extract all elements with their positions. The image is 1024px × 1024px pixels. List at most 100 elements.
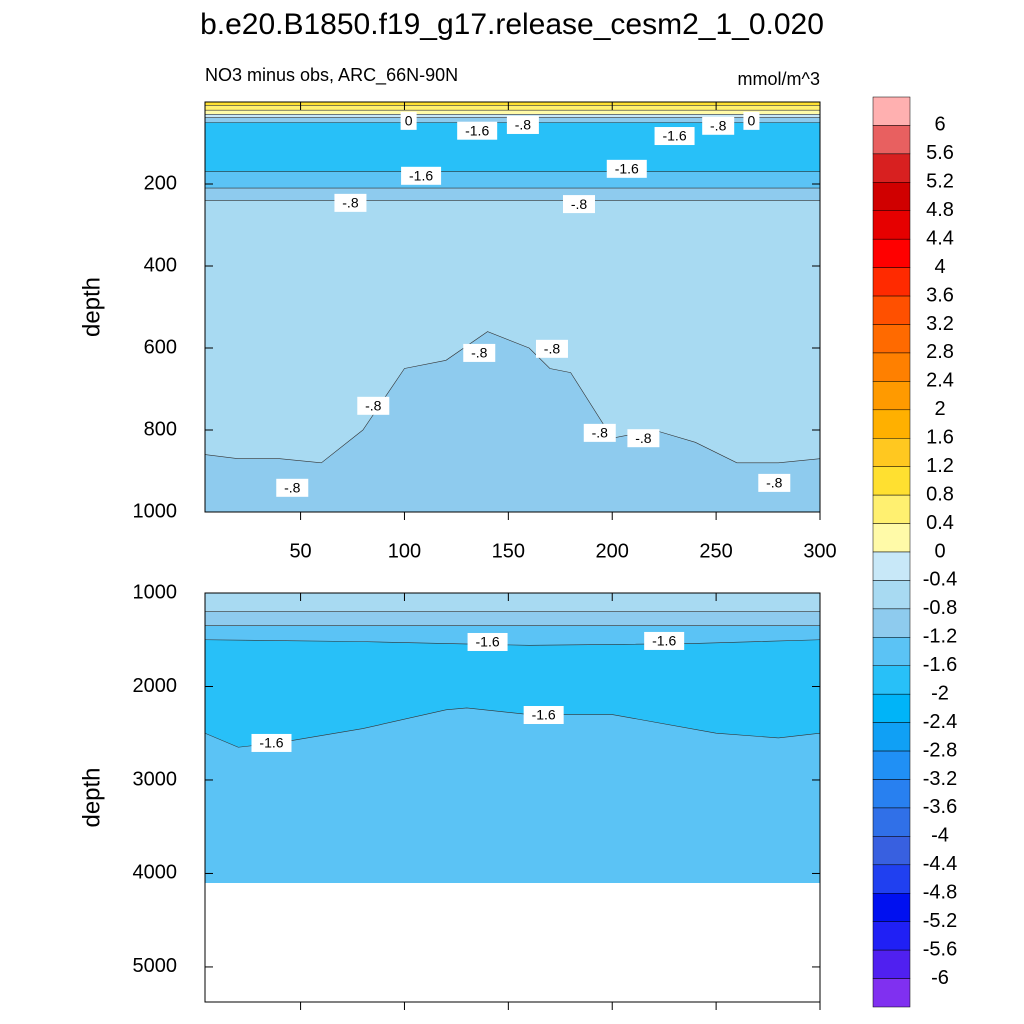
contour-label-box	[654, 127, 695, 146]
y-tick-label: 400	[144, 254, 177, 276]
colorbar-label: 3.6	[926, 284, 954, 306]
contour-band	[205, 707, 820, 883]
colorbar-label: -5.2	[923, 910, 957, 932]
contour-label-box	[334, 193, 367, 212]
colorbar-label: 2	[934, 398, 945, 420]
colorbar-label: -3.6	[923, 796, 957, 818]
colorbar-label: 2.4	[926, 370, 954, 392]
contour-label-box	[758, 473, 791, 492]
colorbar-box	[872, 324, 911, 354]
contour-label-box	[562, 195, 595, 214]
colorbar-label: 4.4	[926, 227, 954, 249]
contour-label: -1.6	[652, 633, 676, 649]
contour-line	[205, 639, 820, 646]
contour-label-box	[743, 111, 760, 130]
contour-label: -1.6	[409, 168, 433, 184]
colorbar-label: 6	[934, 114, 945, 136]
contour-label: -1.6	[532, 707, 556, 723]
colorbar-label: -6	[931, 967, 949, 989]
y-tick-label: 2000	[133, 675, 178, 697]
contour-label: -.8	[635, 430, 652, 446]
y-axis-label: depth	[78, 277, 105, 337]
colorbar-label: 1.6	[926, 427, 954, 449]
chart-title: b.e20.B1850.f19_g17.release_cesm2_1_0.02…	[200, 8, 824, 41]
subtitle-right: mmol/m^3	[738, 69, 820, 89]
colorbar-box	[872, 551, 911, 581]
colorbar-label: 5.2	[926, 171, 954, 193]
colorbar-box	[872, 295, 911, 325]
colorbar-box	[872, 438, 911, 467]
y-tick-label: 3000	[133, 768, 178, 790]
colorbar-box	[872, 949, 911, 979]
contour-line	[205, 331, 820, 464]
y-tick-label: 1000	[133, 581, 178, 603]
x-tick-label: 250	[699, 540, 732, 562]
colorbar-label: 0.8	[926, 483, 954, 505]
colorbar-box	[872, 893, 911, 922]
y-tick-label: 800	[144, 418, 177, 440]
colorbar-box	[872, 267, 911, 297]
colorbar-label: -0.8	[923, 597, 957, 619]
colorbar-label: -5.6	[923, 938, 957, 960]
contour-label: -.8	[571, 196, 588, 212]
colorbar-box	[872, 779, 911, 809]
contour-label-box	[276, 478, 309, 497]
y-tick-label: 600	[144, 336, 177, 358]
colorbar-box	[872, 381, 911, 411]
contour-label: -1.6	[465, 122, 489, 138]
colorbar-label: 1.2	[926, 455, 954, 477]
colorbar-label: 0	[934, 540, 945, 562]
x-tick-label: 300	[803, 540, 836, 562]
x-tick-label: 150	[492, 540, 525, 562]
colorbar-box	[872, 750, 911, 780]
contour-label-box	[523, 705, 564, 724]
colorbar-label: -2	[931, 682, 949, 704]
contour-label-box	[506, 115, 539, 134]
colorbar-box	[872, 580, 911, 610]
contour-label: -.8	[471, 345, 488, 361]
contour-label: -.8	[365, 398, 382, 414]
contour-label: -1.6	[259, 735, 283, 751]
contour-label: -1.6	[476, 634, 500, 650]
colorbar-box	[872, 409, 911, 439]
colorbar-label: 3.2	[926, 313, 954, 335]
contour-label-box	[457, 121, 498, 140]
contour-label: -.8	[284, 480, 301, 496]
contour-label-box	[401, 166, 442, 185]
colorbar-box	[872, 238, 911, 268]
contour-label-box	[583, 423, 616, 442]
contour-label: -.8	[766, 475, 783, 491]
plot-area	[205, 102, 820, 512]
colorbar-box	[872, 608, 911, 638]
colorbar-box	[872, 921, 911, 951]
colorbar-label: -4	[931, 825, 949, 847]
colorbar-label: -3.2	[923, 768, 957, 790]
contour-label: 0	[748, 113, 756, 129]
contour-label: -.8	[710, 117, 727, 133]
contour-label-box	[463, 343, 496, 362]
colorbar-box	[872, 96, 911, 126]
colorbar-box	[872, 693, 911, 723]
contour-label: -1.6	[662, 128, 686, 144]
contour-label-box	[606, 159, 647, 178]
contour-label-box	[644, 631, 685, 650]
colorbar-box	[872, 466, 911, 496]
y-tick-label: 200	[144, 172, 177, 194]
colorbar-label: -2.4	[923, 711, 957, 733]
colorbar-label: 0.4	[926, 512, 954, 534]
contour-label: -.8	[515, 117, 532, 133]
colorbar-label: -4.8	[923, 882, 957, 904]
colorbar-box	[872, 637, 911, 666]
colorbar-box	[872, 352, 911, 382]
contour-label: -.8	[342, 195, 359, 211]
contour-label-box	[702, 116, 735, 135]
colorbar-box	[872, 125, 911, 155]
colorbar-box	[872, 864, 911, 894]
contour-label-box	[400, 111, 417, 130]
contour-label: -1.6	[615, 161, 639, 177]
colorbar-label: 4.8	[926, 199, 954, 221]
colorbar-box	[872, 836, 911, 866]
contour-label: -.8	[592, 425, 609, 441]
